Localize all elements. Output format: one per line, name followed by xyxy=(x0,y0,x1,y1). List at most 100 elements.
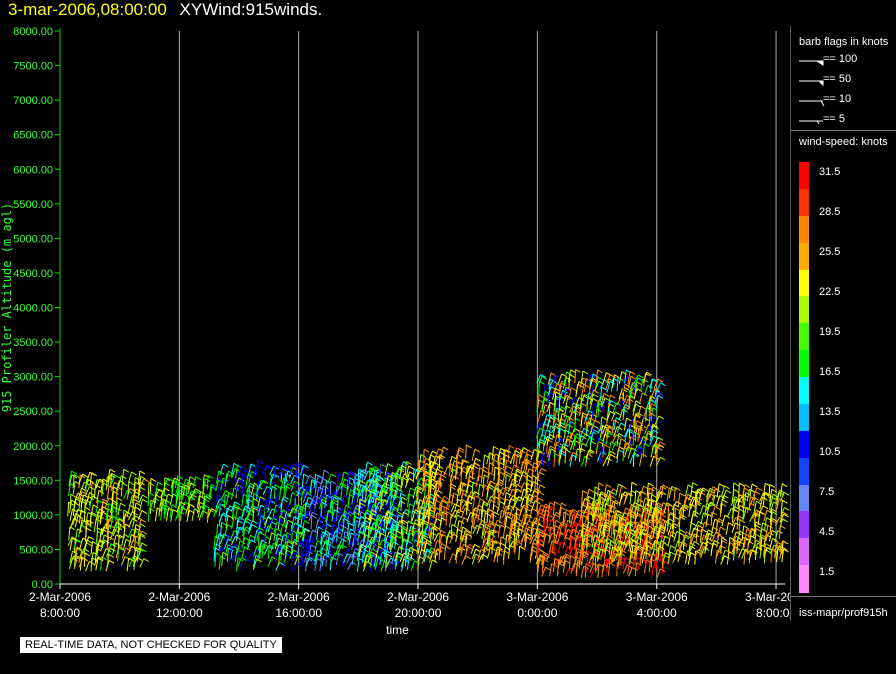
wind-barb xyxy=(347,470,356,484)
x-tick-time: 12:00:00 xyxy=(156,606,203,620)
wind-barb xyxy=(491,487,502,497)
wind-barb xyxy=(385,516,395,529)
wind-barb xyxy=(320,524,329,538)
wind-barb xyxy=(638,392,648,405)
x-tick-date: 2-Mar-2006 xyxy=(29,590,91,604)
wind-barb xyxy=(400,496,408,511)
wind-barb xyxy=(302,492,313,503)
colorbar-segment xyxy=(799,430,809,459)
wind-barb xyxy=(332,516,341,530)
barb-entry-50: == 50 xyxy=(823,73,852,85)
wind-barb xyxy=(246,539,256,550)
x-axis-title: time xyxy=(386,623,409,637)
wind-barb xyxy=(190,488,201,498)
wind-barb xyxy=(112,534,122,547)
wind-barb xyxy=(519,449,526,464)
wind-barb xyxy=(399,492,406,507)
wind-barb xyxy=(127,481,135,496)
wind-barb xyxy=(526,487,533,502)
wind-barb xyxy=(112,542,121,555)
colorbar-label: 1.5 xyxy=(819,566,835,578)
wind-barb xyxy=(600,416,607,431)
wind-barb xyxy=(460,517,469,529)
wind-barb xyxy=(389,541,399,553)
wind-barb xyxy=(127,471,137,484)
colorbar-segment xyxy=(799,403,809,432)
wind-barb xyxy=(356,557,365,572)
wind-barb xyxy=(471,448,481,461)
wind-barb xyxy=(319,490,328,504)
wind-barb xyxy=(385,553,393,568)
wind-barb xyxy=(109,516,119,529)
wind-barb xyxy=(528,508,538,521)
wind-barb xyxy=(352,474,363,484)
wind-barb xyxy=(335,486,346,497)
wind-barb xyxy=(531,462,540,476)
wind-barb xyxy=(358,498,366,513)
wind-barb xyxy=(324,532,335,542)
colorbar-segment xyxy=(799,484,809,512)
wind-barb xyxy=(448,455,458,468)
wind-barb xyxy=(496,548,504,563)
wind-barb xyxy=(440,446,449,459)
wind-barb xyxy=(295,462,304,476)
wind-barb xyxy=(389,519,400,530)
wind-barb xyxy=(139,478,150,489)
wind-barb xyxy=(269,465,279,476)
wind-barb xyxy=(139,475,146,491)
wind-barb xyxy=(107,468,116,483)
wind-barb xyxy=(534,528,544,540)
wind-barb xyxy=(121,468,130,483)
wind-barb xyxy=(261,543,269,558)
wind-barb xyxy=(524,461,533,476)
wind-barb xyxy=(331,501,339,517)
wind-barb xyxy=(305,535,315,546)
wind-barb xyxy=(384,463,393,476)
wind-barb xyxy=(508,495,519,505)
wind-barb xyxy=(314,553,323,566)
x-tick-date: 3-Mar-2006 xyxy=(506,590,568,604)
wind-barb xyxy=(213,543,222,558)
wind-barb xyxy=(396,500,406,512)
wind-barb xyxy=(273,466,281,480)
x-tick-time: 16:00:00 xyxy=(275,606,322,620)
y-tick-label: 4500.00 xyxy=(13,268,53,280)
wind-barb xyxy=(234,477,245,488)
x-tick-date: 2-Mar-2006 xyxy=(268,590,330,604)
wind-barb xyxy=(80,494,89,508)
barb-legend-title: barb flags in knots xyxy=(799,36,889,48)
wind-barb xyxy=(439,499,449,511)
colorbar-label: 7.5 xyxy=(819,486,835,498)
wind-barb xyxy=(223,494,231,509)
wind-barb xyxy=(257,497,266,512)
wind-barb xyxy=(422,548,433,559)
wind-barb xyxy=(428,559,438,571)
wind-barb xyxy=(524,449,534,461)
wind-barb xyxy=(612,374,620,389)
wind-barb xyxy=(378,463,387,476)
legend-divider xyxy=(791,130,896,131)
wind-barb xyxy=(310,514,318,530)
wind-barb xyxy=(390,501,400,513)
wind-barb xyxy=(111,486,119,501)
wind-barb xyxy=(464,529,472,544)
wind-barb xyxy=(241,546,250,559)
wind-barb xyxy=(245,482,256,493)
wind-barb xyxy=(221,551,229,567)
wind-barb xyxy=(192,476,202,489)
wind-barb xyxy=(291,562,301,572)
wind-barb xyxy=(252,507,259,522)
wind-barb xyxy=(267,544,275,559)
wind-barb xyxy=(128,494,138,507)
wind-barb xyxy=(549,563,557,577)
wind-barb xyxy=(235,557,244,572)
wind-barb xyxy=(694,550,701,565)
wind-barb xyxy=(94,478,103,492)
x-tick-time: 4:00:00 xyxy=(637,606,677,620)
wind-barb xyxy=(570,562,580,574)
wind-barb xyxy=(535,497,544,511)
wind-barb xyxy=(434,495,443,509)
wind-barb xyxy=(378,539,388,549)
wind-barb xyxy=(374,508,384,520)
y-tick-label: 1000.00 xyxy=(13,510,53,522)
